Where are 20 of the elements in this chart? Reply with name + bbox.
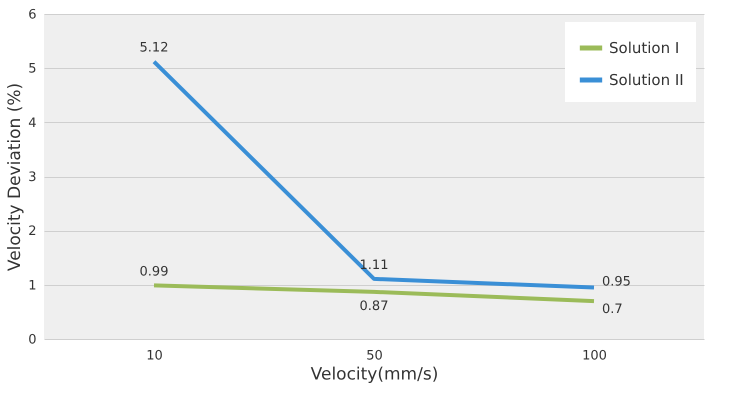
x-tick-label: 100 xyxy=(582,348,607,364)
data-label: 0.95 xyxy=(602,274,631,290)
y-tick-label: 1 xyxy=(28,278,36,294)
data-label: 5.12 xyxy=(140,40,168,56)
data-label: 0.87 xyxy=(360,298,388,314)
legend-label: Solution II xyxy=(609,71,684,89)
data-label: 0.99 xyxy=(140,264,168,280)
data-label: 0.7 xyxy=(602,302,623,318)
y-tick-label: 0 xyxy=(28,332,36,348)
x-tick-label: 10 xyxy=(146,348,163,364)
y-tick-label: 6 xyxy=(28,8,36,22)
y-axis-title: Velocity Deviation (%) xyxy=(5,82,26,272)
y-tick-label: 5 xyxy=(28,62,36,77)
legend-label: Solution I xyxy=(609,39,680,57)
y-tick-label: 2 xyxy=(28,224,36,240)
y-tick-label: 4 xyxy=(28,116,36,131)
data-label: 1.11 xyxy=(360,258,388,273)
x-tick-label: 50 xyxy=(366,348,383,364)
y-tick-label: 3 xyxy=(28,170,36,185)
x-axis-title: Velocity(mm/s) xyxy=(310,364,438,384)
